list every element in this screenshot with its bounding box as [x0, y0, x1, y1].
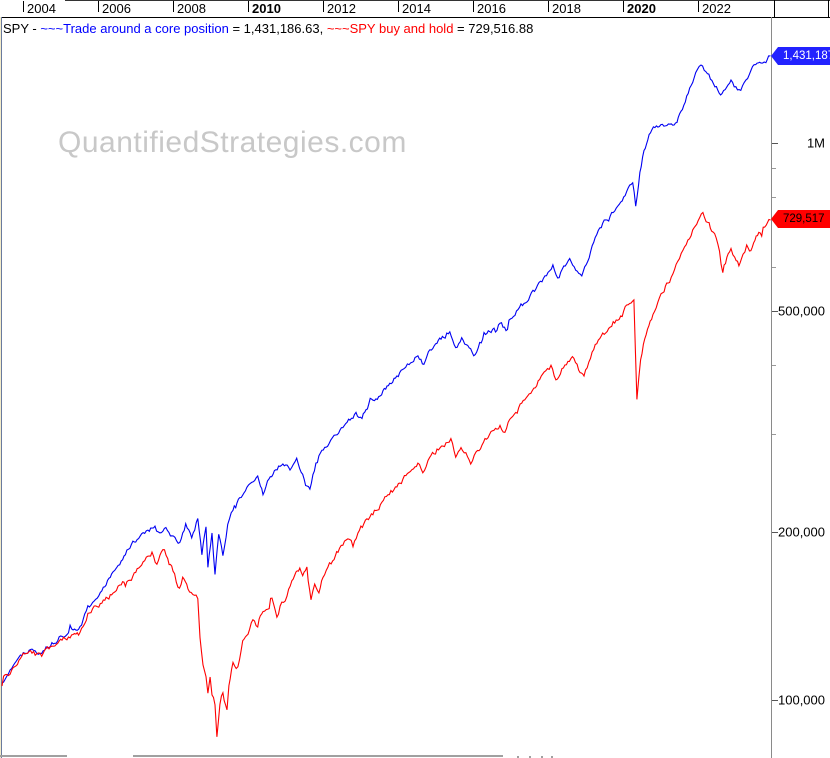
legend-part: SPY -	[3, 21, 41, 36]
x-axis-tick	[698, 1, 699, 12]
last-price-badge-buy-and-hold: 729,517	[771, 210, 830, 228]
legend-part: ~~~SPY buy and hold	[326, 21, 454, 36]
y-axis-tick	[772, 532, 778, 533]
window-top-edge	[65, 0, 830, 1]
y-axis-tick	[772, 311, 778, 312]
axis-corner-divider	[774, 0, 775, 17]
x-axis-tick	[398, 1, 399, 12]
bottom-border-mark	[541, 756, 543, 758]
axis-right-edge	[828, 0, 829, 17]
legend-part: = 729,516.88	[453, 21, 534, 36]
y-axis-tick-label: 1M	[806, 135, 825, 151]
last-price-badge-trade-around-core: 1,431,187	[771, 47, 830, 65]
y-axis-minor-tick	[772, 168, 776, 169]
y-axis-minor-tick	[772, 434, 776, 435]
x-axis-tick	[548, 1, 549, 12]
bottom-border-mark	[551, 756, 553, 758]
x-axis-tick-label: 2008	[177, 1, 206, 16]
y-axis-minor-tick	[772, 267, 776, 268]
y-axis-tick	[772, 143, 778, 144]
x-axis-tick-label: 2018	[552, 1, 581, 16]
x-axis-tick-label: 2006	[102, 1, 131, 16]
x-axis-tick-label: 2016	[477, 1, 506, 16]
badge-arrow-icon	[771, 47, 778, 65]
x-axis-tick-label: 2004	[27, 1, 56, 16]
series-line-buy-and-hold	[1, 211, 771, 737]
x-axis-tick-label: 2022	[702, 1, 731, 16]
x-axis-tick	[623, 1, 624, 12]
badge-arrow-icon	[771, 210, 778, 228]
x-axis-tick	[98, 1, 99, 12]
left-window-edge-inner	[1, 17, 2, 758]
y-axis-tick-label: 500,000	[778, 303, 825, 319]
legend-part: = 1,431,186.63,	[228, 21, 327, 36]
x-axis-tick-label: 2014	[402, 1, 431, 16]
y-axis-tick	[772, 700, 778, 701]
x-axis-tick	[248, 1, 249, 12]
legend: SPY - ~~~Trade around a core position = …	[3, 21, 533, 36]
x-axis: 2004 2006 2008 2010 2012 2014 2016 2018 2020 2022	[0, 0, 830, 18]
price-axis-divider	[771, 17, 772, 758]
x-axis-tick	[323, 1, 324, 12]
x-axis-tick-label: 2010	[252, 1, 281, 16]
x-axis-tick	[173, 1, 174, 12]
x-axis-tick-label: 2012	[327, 1, 356, 16]
bottom-border-segment	[133, 755, 503, 757]
y-axis-tick-label: 200,000	[778, 524, 825, 540]
watermark: QuantifiedStrategies.com	[58, 126, 407, 159]
y-axis-tick-label: 100,000	[778, 692, 825, 708]
x-axis-tick	[473, 1, 474, 12]
bottom-border-segment	[0, 755, 67, 757]
x-axis-tick-label: 2020	[627, 1, 656, 16]
bottom-border-mark	[517, 756, 519, 758]
y-axis-minor-tick	[772, 365, 776, 366]
y-axis-minor-tick	[772, 197, 776, 198]
series-line-trade-around-core	[1, 55, 771, 684]
x-axis-tick	[23, 1, 24, 12]
legend-part: ~~~Trade around a core position	[40, 21, 229, 36]
left-window-edge	[0, 17, 1, 758]
bottom-border-mark	[529, 756, 531, 758]
